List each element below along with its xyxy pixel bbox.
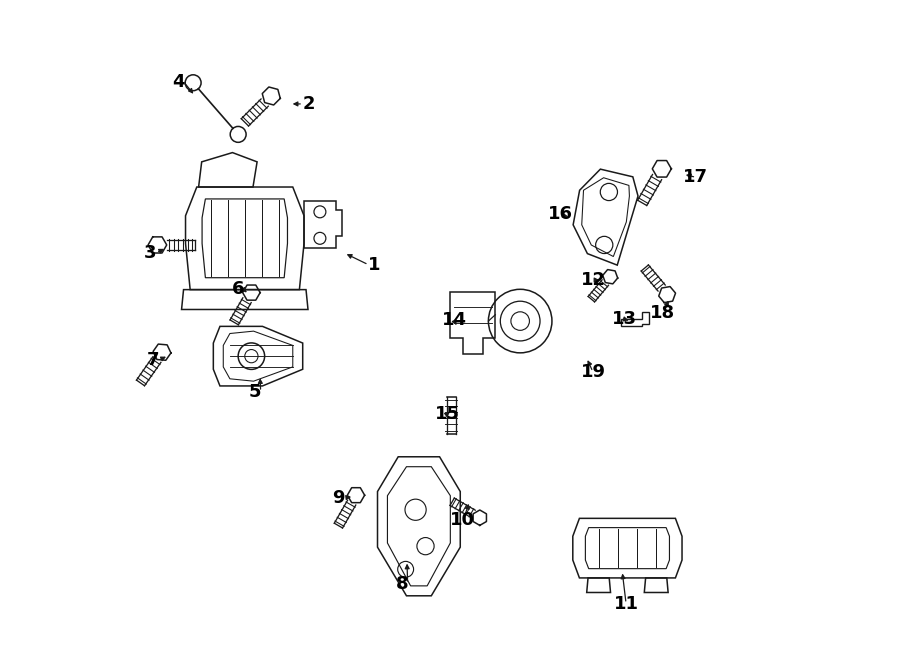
Text: 9: 9 [332,489,345,507]
Text: 2: 2 [302,95,315,113]
Text: 14: 14 [442,311,467,330]
Text: 12: 12 [581,271,606,289]
Text: 19: 19 [581,363,606,381]
Text: 3: 3 [144,244,157,262]
Text: 18: 18 [650,304,675,322]
Text: 16: 16 [548,205,573,224]
Text: 17: 17 [683,168,708,187]
Text: 7: 7 [147,351,159,369]
Text: 13: 13 [612,310,637,328]
Text: 4: 4 [172,73,184,91]
Text: 8: 8 [396,575,409,593]
Text: 10: 10 [450,510,475,529]
Text: 5: 5 [248,383,261,401]
Text: 6: 6 [231,280,244,299]
Text: 1: 1 [368,256,381,274]
Text: 11: 11 [614,594,639,613]
Text: 15: 15 [436,404,461,423]
